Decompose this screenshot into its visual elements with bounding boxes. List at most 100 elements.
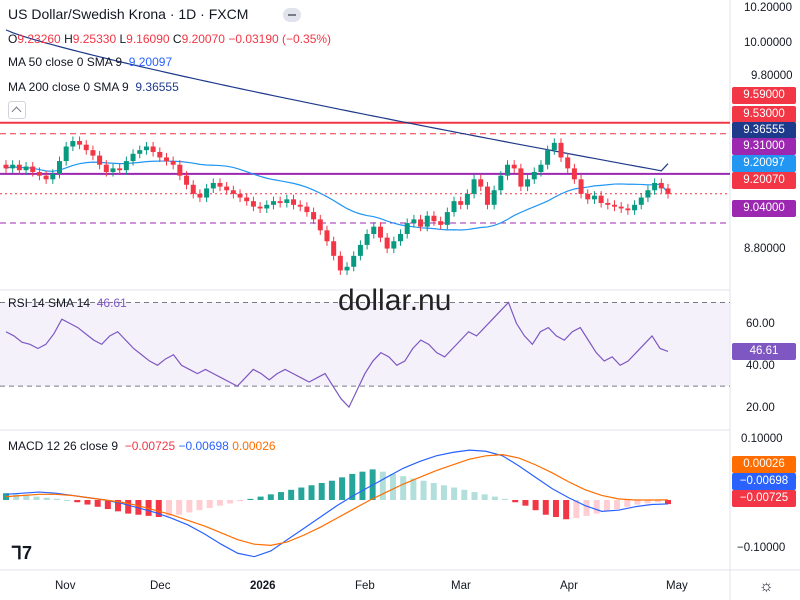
candle-body [364, 233, 370, 245]
candle-body [163, 157, 169, 162]
collapse-legend-button[interactable] [8, 101, 26, 119]
candle-body [438, 221, 444, 225]
macd-legend: MACD 12 26 close 9 −0.00725 −0.00698 0.0… [8, 439, 276, 453]
ma50-legend: MA 50 close 0 SMA 9 9.20097 [8, 55, 173, 69]
macd-histogram-bar [471, 492, 478, 500]
candle-body [36, 172, 42, 176]
macd-histogram-bar [216, 500, 223, 506]
macd-histogram-bar [420, 480, 427, 500]
candle-body [56, 161, 62, 174]
macd-histogram-bar [603, 500, 610, 512]
macd-histogram-bar [308, 485, 315, 500]
macd-tick: −0.10000 [737, 542, 786, 554]
candle-body [377, 226, 383, 238]
candle-body [578, 179, 584, 194]
time-tick: 2026 [250, 580, 276, 592]
candle-body [177, 164, 183, 176]
macd-histogram-bar [359, 471, 366, 500]
macd-histogram-bar [542, 500, 549, 515]
candle-body [90, 150, 96, 156]
time-tick: Dec [150, 580, 171, 592]
candle-body [10, 164, 16, 169]
candle-body [237, 193, 243, 198]
macd-histogram-bar [532, 500, 539, 511]
ohlc-legend: O9.23260 H9.25330 L9.16090 C9.20070 −0.0… [8, 32, 332, 46]
candle-body [498, 175, 504, 191]
macd-histogram-bar [125, 500, 132, 514]
candle-body [97, 155, 103, 165]
candle-body [70, 141, 76, 147]
macd-histogram-bar [247, 498, 254, 500]
macd-histogram-bar [94, 500, 101, 507]
candle-body [23, 166, 29, 171]
macd-histogram-bar [451, 487, 458, 500]
price-tag-ma50: 9.20097 [732, 155, 796, 172]
candle-body [143, 146, 149, 151]
candle-body [3, 164, 9, 169]
macd-histogram-bar [502, 498, 509, 500]
macd-histogram-bar [277, 492, 284, 500]
candle-body [565, 157, 571, 169]
price-tag-9.31: 9.31000 [732, 138, 796, 155]
macd-histogram-bar [267, 494, 274, 500]
candle-body [464, 193, 470, 205]
macd-histogram-bar [624, 500, 631, 507]
watermark: dollar.nu [338, 284, 452, 317]
macd-histogram-bar [563, 500, 570, 520]
candle-body [117, 168, 123, 171]
candle-body [317, 219, 323, 231]
candle-body [645, 190, 651, 198]
macd-histogram-bar [654, 500, 661, 503]
macd-histogram-bar [23, 495, 30, 500]
macd-histogram-bar [573, 500, 580, 519]
ma200-legend: MA 200 close 0 SMA 9 9.36555 [8, 80, 179, 94]
settings-sun-icon[interactable]: ☼ [759, 578, 774, 595]
price-tag-close: 9.20070 [732, 172, 796, 189]
macd-histogram-bar [552, 500, 559, 517]
candle-body [505, 164, 511, 176]
macd-histogram-bar [379, 471, 386, 500]
candle-body [83, 144, 89, 151]
candle-body [150, 146, 156, 152]
candle-body [217, 182, 223, 187]
macd-histogram-bar [390, 473, 397, 500]
macd-signal-tag: 0.00026 [732, 456, 796, 473]
candle-body [291, 199, 297, 205]
macd-histogram-bar [104, 500, 111, 510]
macd-histogram-bar [512, 500, 519, 503]
price-tick: 10.00000 [744, 37, 792, 49]
candle-body [331, 241, 337, 256]
candle-body [531, 172, 537, 180]
candle-body [103, 164, 109, 173]
macd-histogram-bar [64, 500, 71, 501]
macd-histogram-bar [491, 496, 498, 500]
candle-body [357, 244, 363, 256]
rsi-value-tag: 46.61 [732, 343, 796, 360]
candle-body [518, 168, 524, 187]
macd-histogram-bar [614, 500, 621, 510]
price-tag-ma200: 9.36555 [732, 122, 796, 139]
candle-body [658, 182, 664, 189]
macd-histogram-bar [84, 500, 91, 505]
ma50-line [5, 160, 669, 231]
candle-body [371, 226, 377, 234]
macd-histogram-bar [400, 476, 407, 500]
macd-histogram-bar [33, 496, 40, 500]
candle-body [418, 219, 424, 227]
candle-body [618, 206, 624, 209]
candle-body [230, 190, 236, 194]
price-tick: 10.20000 [744, 2, 792, 14]
macd-histogram-bar [74, 500, 81, 503]
candle-body [351, 255, 357, 267]
candle-body [157, 151, 163, 158]
macd-line [5, 449, 669, 558]
visibility-toggle-icon[interactable] [283, 8, 301, 22]
candle-body [424, 215, 430, 227]
candle-body [458, 201, 464, 205]
time-tick: Mar [451, 580, 471, 592]
candle-body [571, 168, 577, 180]
candle-body [224, 186, 230, 191]
macd-line-tag: −0.00698 [732, 473, 796, 490]
candle-body [444, 212, 450, 225]
